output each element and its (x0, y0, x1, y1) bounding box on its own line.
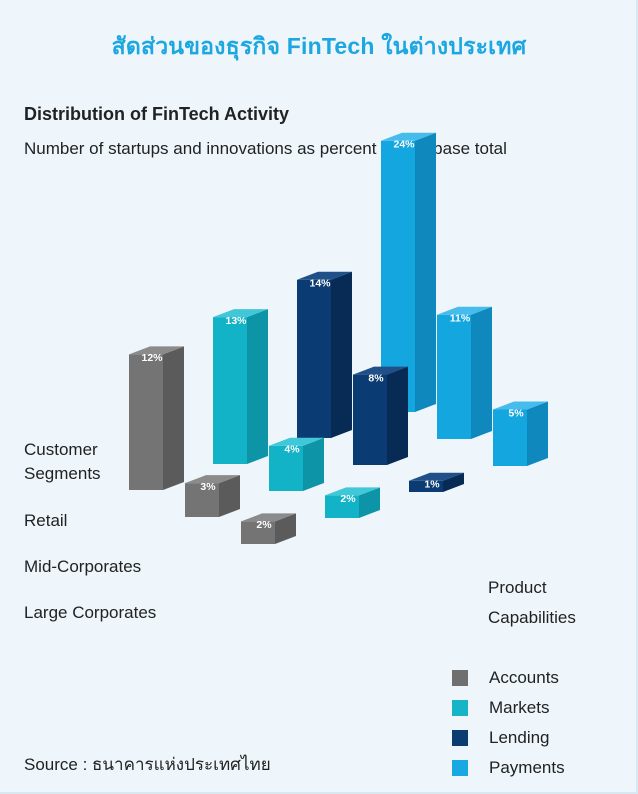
bar-top-face (437, 306, 492, 315)
bar-accounts-mid-corporates: 3% (185, 475, 240, 517)
bar-side-face (303, 437, 324, 491)
bar-payments-large-corporates: 5% (493, 401, 548, 466)
bar-top-face (493, 401, 548, 410)
legend-item-lending: Lending (452, 723, 632, 753)
bar-front-face (437, 314, 471, 439)
product-capabilities-line-2: Capabilities (488, 608, 576, 628)
row-label-retail: Retail (24, 511, 68, 530)
legend-swatch-payments (452, 760, 468, 776)
bar-value-label: 13% (225, 315, 247, 327)
bar-top-face (269, 437, 324, 446)
row-label-large-corporates: Large Corporates (24, 603, 157, 622)
bar-front-face (241, 521, 275, 544)
legend-swatch-accounts (452, 670, 468, 686)
customer-segments-axis-label: Customer Segments (24, 438, 101, 486)
bar-value-label: 5% (508, 407, 524, 419)
bar-accounts-retail: 12% (129, 346, 184, 490)
bar-payments-retail: 24% (381, 132, 436, 413)
bar-side-face (275, 513, 296, 544)
bar-front-face (129, 354, 163, 490)
bar-side-face (219, 475, 240, 517)
customer-segments-line-2: Segments (24, 464, 101, 484)
product-capabilities-line-1: Product (488, 578, 547, 597)
bar-value-label: 14% (309, 278, 331, 290)
bar-side-face (247, 309, 268, 464)
bar-front-face (213, 317, 247, 464)
bar-top-face (409, 472, 464, 481)
bar-accounts-large-corporates: 2% (241, 513, 296, 544)
bar-side-face (527, 401, 548, 466)
row-label-mid-corporates: Mid-Corporates (24, 557, 142, 576)
legend-item-markets: Markets (452, 693, 632, 723)
legend-label-lending: Lending (489, 728, 550, 747)
bar-value-label: 8% (368, 372, 384, 384)
bar-top-face (325, 487, 380, 496)
bar-side-face (387, 366, 408, 465)
legend-label-accounts: Accounts (489, 668, 559, 687)
legend-swatch-markets (452, 700, 468, 716)
bar-payments-mid-corporates: 11% (437, 306, 492, 439)
bar-front-face (297, 279, 331, 438)
bar-top-face (381, 132, 436, 141)
bar-value-label: 1% (424, 478, 440, 490)
bar-front-face (185, 483, 219, 517)
bar-value-label: 11% (450, 312, 471, 324)
bar-side-face (163, 346, 184, 490)
bar-side-face (359, 487, 380, 518)
bar-top-face (129, 346, 184, 355)
bar-top-face (213, 309, 268, 318)
source-note: Source : ธนาคารแห่งประเทศไทย (24, 755, 271, 774)
bar-side-face (471, 306, 492, 439)
bar-top-face (241, 513, 296, 522)
legend-item-payments: Payments (452, 753, 632, 783)
bar-top-face (185, 475, 240, 484)
bar-side-face (443, 472, 464, 492)
bar-value-label: 2% (340, 493, 356, 505)
bar-value-label: 2% (256, 519, 272, 531)
bar-markets-retail: 13% (213, 309, 268, 464)
bar-front-face (353, 374, 387, 465)
thai-title: สัดส่วนของธุรกิจ FinTech ในต่างประเทศ (111, 33, 527, 59)
bar-value-label: 12% (141, 352, 163, 364)
bar-front-face (493, 409, 527, 466)
bar-front-face (269, 445, 303, 491)
bar-front-face (409, 480, 443, 492)
legend-item-accounts: Accounts (452, 663, 632, 693)
product-capabilities-axis-label: Product Capabilities (488, 573, 576, 634)
legend-label-payments: Payments (489, 758, 565, 777)
bar-markets-large-corporates: 2% (325, 487, 380, 518)
bar-markets-mid-corporates: 4% (269, 437, 324, 491)
bar-side-face (331, 271, 352, 438)
legend-swatch-lending (452, 730, 468, 746)
legend: Accounts Markets Lending Payments (452, 663, 632, 783)
bar-value-label: 4% (284, 444, 300, 456)
bar-value-label: 3% (200, 481, 216, 493)
bar-lending-large-corporates: 1% (409, 472, 464, 492)
bar-side-face (415, 132, 436, 413)
bar-lending-mid-corporates: 8% (353, 366, 408, 465)
legend-label-markets: Markets (489, 698, 550, 717)
chart-title: Distribution of FinTech Activity (24, 104, 289, 124)
bar-front-face (325, 495, 359, 518)
bar-lending-retail: 14% (297, 271, 352, 438)
customer-segments-line-1: Customer (24, 440, 98, 459)
bar-front-face (381, 140, 415, 413)
bar-top-face (297, 271, 352, 280)
bar-top-face (353, 366, 408, 375)
bar-value-label: 24% (393, 139, 415, 151)
